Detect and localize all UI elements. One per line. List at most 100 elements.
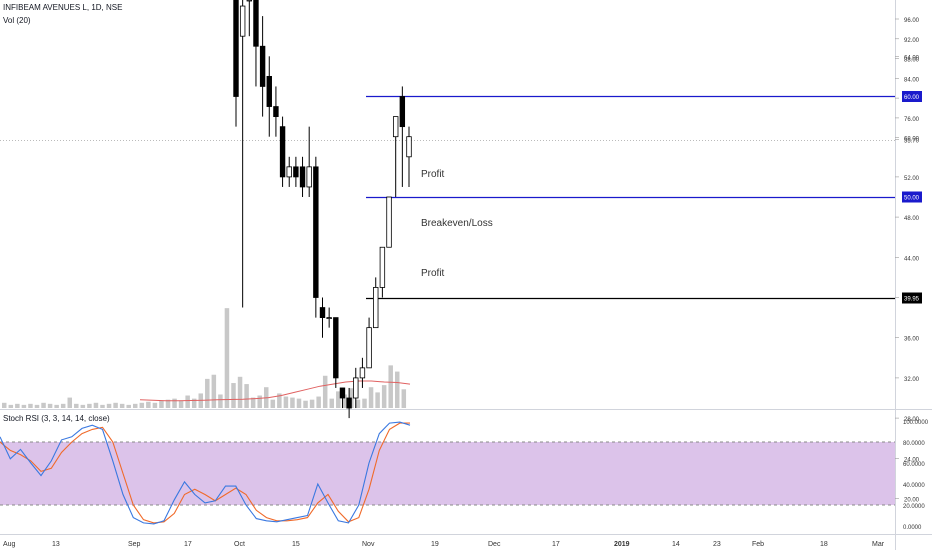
time-axis-label: Aug — [3, 541, 16, 548]
time-axis-label: 14 — [672, 541, 680, 548]
price-tick: 32.00 — [904, 377, 920, 383]
stoch-tick: 0.0000 — [903, 525, 922, 531]
stoch-k-line — [0, 421, 411, 525]
candle-up — [406, 136, 412, 158]
volume-bar — [395, 371, 400, 408]
volume-bar — [322, 375, 328, 408]
price-label-text: 39.95 — [904, 297, 920, 303]
candle-down — [399, 96, 406, 128]
time-axis-label: 18 — [820, 541, 828, 548]
price-tick: 88.00 — [904, 58, 920, 64]
time-axis-group: Aug 13 Sep 17 Oct 15 Nov 19 Dec 17 2019 14 23 Feb 18 Ma… — [3, 541, 885, 548]
price-label-box — [902, 90, 922, 102]
stoch-tick: 100.0000 — [903, 420, 929, 426]
volume-bar — [191, 398, 197, 408]
annotation-profit-bottom: Profit — [421, 268, 445, 279]
price-tick: 48.00 — [904, 216, 920, 222]
volume-bar — [205, 378, 210, 408]
volume-bar — [401, 389, 407, 408]
volume-bar — [211, 374, 217, 408]
volume-bar — [270, 399, 276, 408]
price-tick: 20.00 — [904, 497, 920, 503]
price-tick: 55.70 — [904, 139, 920, 145]
volume-bar — [381, 385, 387, 408]
time-axis-label: 23 — [713, 541, 721, 548]
annotation-profit-top: Profit — [421, 169, 445, 180]
volume-bar — [342, 394, 348, 408]
candle-up — [353, 377, 359, 399]
volume-bar — [60, 403, 66, 408]
volume-bar — [309, 399, 315, 408]
volume-bar — [277, 393, 282, 408]
volume-bar — [152, 402, 158, 408]
time-axis-label: Dec — [488, 541, 501, 548]
time-axis-label: 17 — [184, 541, 192, 548]
time-axis-label: 17 — [552, 541, 560, 548]
time-axis-label: Sep — [128, 541, 141, 548]
candle-down — [279, 126, 286, 178]
volume-bar — [2, 402, 7, 408]
volume-bar — [375, 392, 380, 408]
volume-bar — [178, 400, 184, 408]
volume-bar — [139, 402, 145, 408]
price-tick: 44.00 — [904, 256, 920, 262]
volume-bar — [80, 404, 86, 408]
price-tick: 24.00 — [904, 457, 920, 463]
stoch-tick: 60.0000 — [903, 462, 925, 468]
volume-bar — [119, 403, 125, 408]
stoch-d-line — [0, 422, 410, 524]
time-axis-label: Oct — [234, 541, 245, 548]
stoch-band-group — [0, 441, 895, 506]
candle-down — [273, 106, 279, 117]
stoch-rsi-group — [0, 421, 411, 525]
time-axis-label: 15 — [292, 541, 300, 548]
volume-bar — [34, 404, 40, 408]
candle-up — [326, 317, 332, 319]
volume-bar — [54, 404, 59, 408]
volume-bar — [368, 387, 374, 408]
candle-down — [313, 166, 319, 298]
price-tick: 28.00 — [904, 417, 920, 423]
price-tick: 36.00 — [904, 337, 920, 343]
volume-bar — [126, 404, 131, 408]
price-tick: 96.00 — [904, 18, 920, 24]
volume-bar — [362, 398, 367, 408]
price-tick: 64.00 — [904, 55, 920, 61]
volume-ma-line — [139, 380, 411, 402]
stoch-tick: 80.0000 — [903, 441, 925, 447]
volume-bar — [100, 404, 105, 408]
chart-symbol-title: INFIBEAM AVENUES L, 1D, NSE — [3, 3, 123, 12]
volume-bar — [41, 402, 46, 408]
volume-bar — [336, 391, 341, 408]
price-tick: 76.00 — [904, 117, 920, 123]
stoch-tick: 20.0000 — [903, 504, 925, 510]
volume-bar — [74, 403, 79, 408]
volume-bar — [290, 397, 295, 408]
candle-up — [286, 166, 292, 178]
volume-bar — [283, 396, 289, 408]
candle-up — [306, 166, 312, 188]
volume-bar — [388, 365, 393, 408]
candle-up — [373, 287, 379, 329]
time-axis-label: 2019 — [614, 541, 630, 548]
candle-up — [392, 116, 399, 138]
volume-bar — [67, 397, 72, 408]
candle-down — [339, 387, 346, 399]
price-levels-group — [0, 95, 895, 300]
volume-bar — [296, 398, 302, 408]
candle-down — [259, 45, 266, 87]
time-axis-label: 19 — [431, 541, 439, 548]
volume-bar — [21, 404, 27, 408]
price-label-text: 60.00 — [904, 95, 920, 101]
price-tick: 52.00 — [904, 176, 920, 182]
volume-bar — [165, 399, 171, 408]
volume-bar — [185, 395, 190, 408]
volume-bar — [172, 398, 177, 408]
time-axis-label: Nov — [362, 541, 375, 548]
volume-bar — [87, 403, 92, 408]
candle-down — [319, 307, 326, 318]
volume-bar — [113, 402, 118, 408]
stoch-rsi-label: Stoch RSI (3, 3, 14, 14, close) — [3, 414, 110, 423]
candle-down — [253, 0, 259, 47]
